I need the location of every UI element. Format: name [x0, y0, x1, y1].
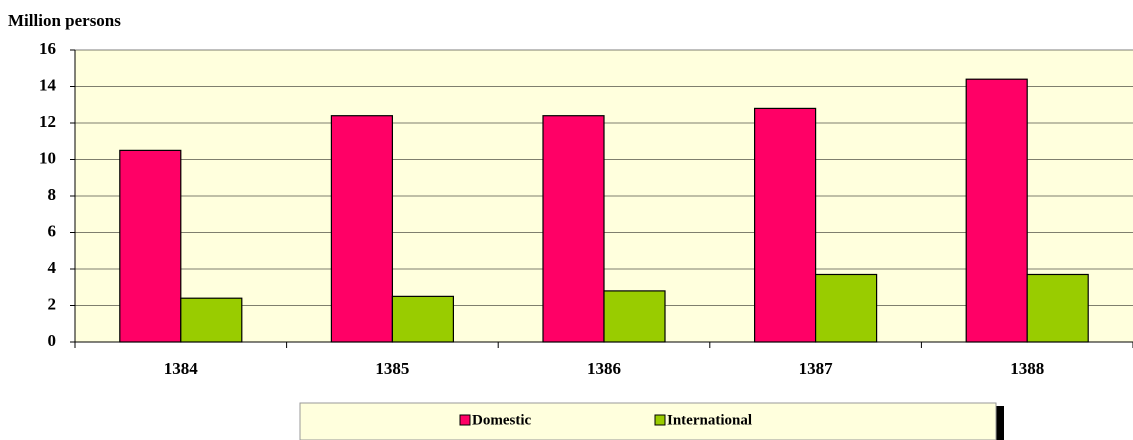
legend-label: Domestic [472, 412, 531, 428]
bar [814, 273, 878, 343]
y-tick-label: 6 [48, 221, 57, 240]
x-tick-label: 1385 [375, 359, 409, 378]
legend-swatch [654, 414, 666, 426]
legend-swatch [459, 414, 471, 426]
x-tick-label: 1387 [799, 359, 834, 378]
legend-label: International [667, 412, 752, 428]
x-tick-label: 1384 [164, 359, 199, 378]
y-tick-label: 16 [39, 39, 56, 58]
y-tick-label: 10 [39, 148, 56, 167]
y-tick-label: 14 [39, 75, 57, 94]
bar [603, 290, 666, 343]
x-tick-label: 1386 [587, 359, 621, 378]
y-tick-label: 8 [48, 185, 57, 204]
bar [391, 295, 454, 343]
bar [965, 78, 1028, 343]
legend-box [299, 402, 997, 440]
y-tick-label: 2 [48, 294, 57, 313]
y-tick-label: 4 [48, 258, 57, 277]
y-axis-label: Million persons [8, 11, 121, 30]
bar [542, 115, 605, 343]
bar [180, 297, 243, 343]
bar [330, 115, 393, 343]
y-tick-label: 12 [39, 112, 56, 131]
bar [119, 149, 182, 343]
bar [753, 107, 817, 343]
y-tick-label: 0 [48, 331, 57, 350]
x-tick-label: 1388 [1010, 359, 1044, 378]
bar [1026, 273, 1089, 343]
